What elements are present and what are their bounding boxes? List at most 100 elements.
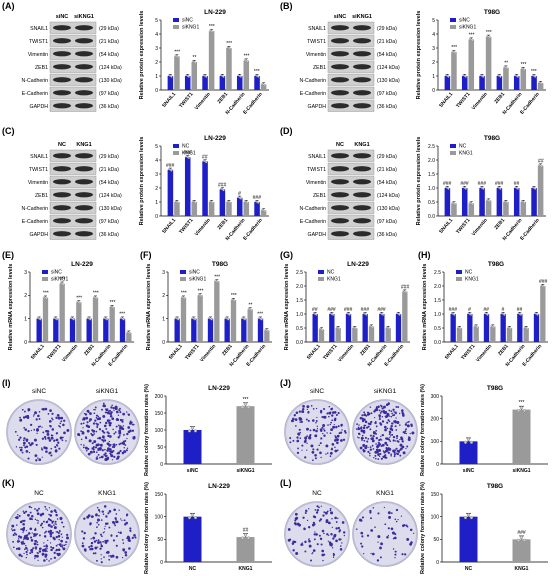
data-point (447, 187, 450, 190)
colony (381, 444, 384, 447)
colony (122, 412, 126, 416)
colony (102, 414, 106, 418)
colony (313, 515, 317, 519)
colony (367, 437, 370, 440)
colony (56, 445, 59, 447)
colony (295, 516, 299, 520)
data-point (332, 313, 335, 316)
colony (41, 437, 45, 440)
colony (46, 558, 48, 560)
bar (444, 188, 451, 216)
colony (27, 457, 30, 460)
colony (390, 453, 392, 456)
colony (375, 436, 379, 440)
y-tick-label: 2.5 (428, 144, 435, 150)
colony (391, 412, 393, 415)
colony (401, 440, 404, 443)
kda-label: (124 kDa) (377, 193, 400, 199)
colony (410, 423, 413, 426)
blot-band (331, 51, 349, 57)
y-tick-label: 0.0 (434, 340, 441, 346)
colony (59, 422, 62, 425)
colony (304, 436, 308, 440)
colony (98, 514, 100, 517)
x-tick-label: ZEB1 (359, 343, 372, 357)
colony (33, 414, 35, 416)
blot-band (75, 38, 93, 44)
x-tick-label: ZEB1 (497, 343, 510, 357)
colony (25, 445, 28, 448)
colony (337, 517, 339, 520)
colony (22, 531, 24, 534)
panel-label-i: (I) (2, 378, 11, 388)
data-point (177, 318, 180, 321)
colony (308, 539, 311, 543)
colony (386, 421, 389, 424)
colony (392, 435, 396, 439)
bar (257, 318, 264, 342)
colony (399, 438, 401, 441)
colony (18, 553, 22, 557)
colony (36, 541, 39, 543)
data-point (454, 203, 457, 206)
colony (316, 416, 318, 419)
colony (83, 418, 86, 421)
y-tick-label: 3 (155, 46, 158, 52)
bar (513, 188, 520, 216)
significance-label: *** (93, 291, 99, 297)
bar (395, 314, 402, 342)
colony (44, 553, 48, 557)
colony (92, 536, 96, 540)
plate-label: NC (312, 490, 322, 497)
colony (19, 535, 23, 539)
colony (298, 523, 301, 527)
colony (94, 409, 96, 411)
data-point (183, 297, 186, 300)
colony (36, 432, 38, 435)
colony (44, 550, 47, 553)
protein-label: TWIST1 (307, 167, 326, 173)
data-point (200, 295, 203, 298)
colony (391, 422, 394, 425)
protein-label: SNAIL1 (30, 154, 48, 160)
bar (180, 297, 187, 342)
colony (55, 548, 59, 552)
colony (43, 542, 45, 544)
bar (459, 516, 478, 562)
blot-band (53, 90, 71, 96)
colony (23, 511, 26, 514)
colony (61, 521, 64, 524)
colony (114, 524, 116, 527)
protein-label: Vimentin (28, 52, 48, 58)
colony (111, 446, 114, 448)
colony (326, 533, 329, 536)
colony (357, 426, 360, 429)
colony (319, 442, 322, 445)
colony (327, 534, 330, 536)
colony (116, 452, 119, 455)
protein-label: ZEB1 (313, 193, 326, 199)
colony (339, 545, 342, 547)
colony (128, 547, 131, 550)
colony (405, 428, 407, 431)
colony (379, 438, 382, 441)
colony (314, 454, 317, 457)
colony (388, 409, 391, 412)
colony (51, 521, 54, 524)
colony (45, 508, 47, 510)
colony (65, 543, 67, 546)
colony (80, 422, 83, 425)
colony (332, 556, 335, 559)
legend-swatch (173, 18, 179, 22)
colony (17, 514, 19, 516)
colony (331, 547, 334, 549)
colony (401, 553, 404, 556)
colony (50, 434, 53, 437)
colony (386, 412, 390, 416)
colony (385, 456, 388, 459)
colony (334, 446, 336, 449)
colony (337, 526, 340, 530)
bar (184, 76, 191, 90)
